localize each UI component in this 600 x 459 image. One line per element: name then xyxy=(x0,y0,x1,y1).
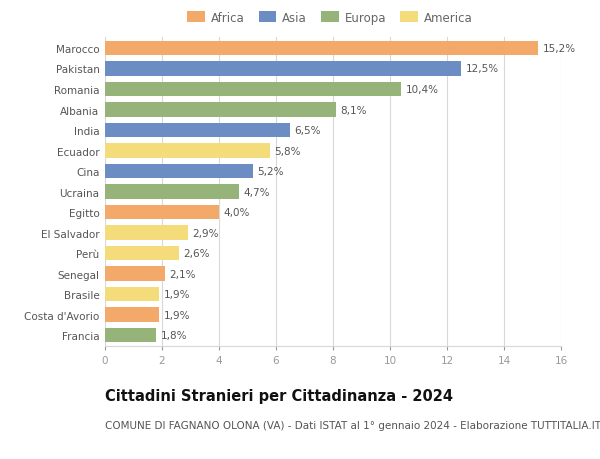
Text: 4,0%: 4,0% xyxy=(223,207,250,218)
Text: 6,5%: 6,5% xyxy=(295,126,321,136)
Bar xyxy=(105,226,188,241)
Bar xyxy=(105,164,253,179)
Bar xyxy=(105,308,159,322)
Bar xyxy=(105,41,538,56)
Bar xyxy=(105,123,290,138)
Legend: Africa, Asia, Europa, America: Africa, Asia, Europa, America xyxy=(184,8,476,28)
Bar xyxy=(105,185,239,200)
Bar xyxy=(105,103,336,118)
Bar xyxy=(105,267,165,281)
Bar xyxy=(105,328,156,343)
Bar xyxy=(105,83,401,97)
Text: 1,8%: 1,8% xyxy=(161,330,187,340)
Text: 12,5%: 12,5% xyxy=(466,64,499,74)
Bar xyxy=(105,62,461,77)
Text: 1,9%: 1,9% xyxy=(163,310,190,320)
Bar xyxy=(105,205,219,220)
Bar xyxy=(105,144,270,158)
Bar xyxy=(105,246,179,261)
Bar xyxy=(105,287,159,302)
Text: 8,1%: 8,1% xyxy=(340,105,367,115)
Text: 1,9%: 1,9% xyxy=(163,289,190,299)
Text: 5,2%: 5,2% xyxy=(257,167,284,177)
Text: 5,8%: 5,8% xyxy=(275,146,301,156)
Text: 2,9%: 2,9% xyxy=(192,228,218,238)
Text: COMUNE DI FAGNANO OLONA (VA) - Dati ISTAT al 1° gennaio 2024 - Elaborazione TUTT: COMUNE DI FAGNANO OLONA (VA) - Dati ISTA… xyxy=(105,420,600,430)
Text: 2,1%: 2,1% xyxy=(169,269,196,279)
Text: Cittadini Stranieri per Cittadinanza - 2024: Cittadini Stranieri per Cittadinanza - 2… xyxy=(105,388,453,403)
Text: 2,6%: 2,6% xyxy=(184,248,210,258)
Text: 4,7%: 4,7% xyxy=(243,187,270,197)
Text: 10,4%: 10,4% xyxy=(406,85,439,95)
Text: 15,2%: 15,2% xyxy=(542,44,575,54)
